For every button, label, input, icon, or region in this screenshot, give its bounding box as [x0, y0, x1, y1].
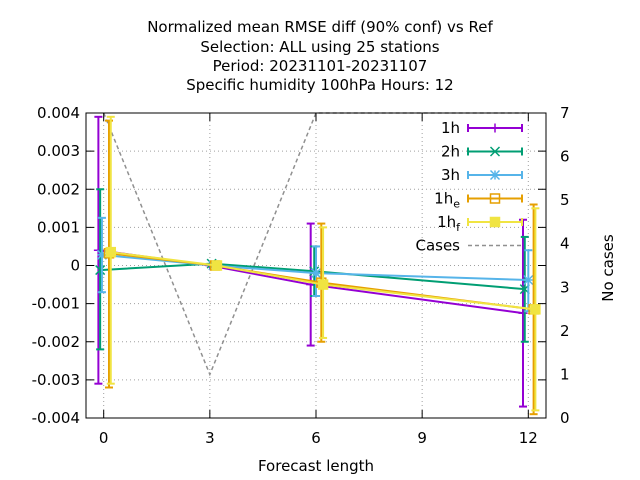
y-tick-label-4: 0 — [70, 257, 80, 275]
legend-label-5: Cases — [415, 237, 460, 255]
y2-tick-label-3: 3 — [560, 278, 570, 296]
y2-tick-label-7: 7 — [560, 104, 570, 122]
series-3 — [103, 119, 539, 416]
series-0 — [93, 115, 528, 408]
data-point-4-0 — [105, 246, 117, 258]
cases-line — [102, 112, 529, 377]
x-axis-ticks: 0 3 6 9 12 — [99, 113, 538, 447]
y2-tick-label-2: 2 — [560, 322, 570, 340]
title-line-1: Normalized mean RMSE diff (90% conf) vs … — [147, 18, 493, 36]
legend-label-1: 2h — [441, 143, 460, 161]
y2-axis-label: No cases — [599, 234, 617, 302]
legend-marker-3 — [489, 193, 501, 204]
data-point-0-3 — [518, 308, 528, 318]
y2-axis-ticks: 0 1 2 3 4 5 6 7 — [560, 104, 570, 427]
series-2 — [96, 216, 534, 313]
data-point-4-1 — [211, 260, 223, 271]
series-group — [93, 115, 541, 416]
data-point-4-2 — [317, 279, 329, 290]
legend-swatch-3 — [467, 193, 523, 204]
y-axis-ticks: 0.004 0.003 0.002 0.001 0 -0.001 -0.002 -0.003 -… — [32, 104, 546, 427]
legend-swatch-1 — [467, 146, 523, 157]
y2-tick-label-5: 5 — [560, 191, 570, 209]
legend-label-4: 1hf — [437, 213, 461, 234]
legend-swatch-4 — [467, 216, 523, 228]
legend-entry-1: 2h — [441, 143, 523, 161]
legend-marker-1 — [489, 146, 501, 157]
series-1 — [95, 188, 530, 351]
legend-label-0: 1h — [441, 119, 460, 137]
cases-series — [102, 112, 529, 377]
legend-label-2: 3h — [441, 166, 460, 184]
y-tick-label-3: 0.001 — [37, 218, 80, 236]
y2-tick-label-4: 4 — [560, 235, 570, 253]
series-4 — [105, 115, 541, 412]
series-line-2 — [101, 253, 529, 281]
chart-title: Normalized mean RMSE diff (90% conf) vs … — [147, 18, 493, 94]
x-tick-label-4: 12 — [519, 429, 538, 447]
title-line-2: Selection: ALL using 25 stations — [200, 38, 439, 56]
data-point-2-3 — [523, 274, 534, 286]
y2-tick-label-0: 0 — [560, 409, 570, 427]
x-tick-label-1: 3 — [205, 429, 215, 447]
y2-tick-label-1: 1 — [560, 365, 570, 383]
legend-entry-3: 1he — [434, 190, 523, 211]
series-line-4 — [110, 251, 536, 311]
legend-entry-2: 3h — [441, 166, 523, 184]
legend-swatch-0 — [467, 123, 523, 133]
data-point-4-3 — [530, 304, 541, 315]
title-line-4: Specific humidity 100hPa Hours: 12 — [186, 76, 453, 94]
y-tick-label-0: 0.004 — [37, 104, 80, 122]
x-tick-label-0: 0 — [99, 429, 109, 447]
y2-tick-label-6: 6 — [560, 148, 570, 166]
data-point-2-2 — [310, 268, 322, 279]
x-tick-label-2: 6 — [311, 429, 321, 447]
legend-entry-5: Cases — [415, 237, 522, 255]
y-tick-label-7: -0.003 — [32, 371, 80, 389]
legend-entry-0: 1h — [441, 119, 523, 137]
y-tick-label-8: -0.004 — [32, 409, 80, 427]
legend-swatch-2 — [467, 169, 523, 181]
x-tick-label-3: 9 — [417, 429, 427, 447]
legend-marker-2 — [489, 169, 501, 181]
y-tick-label-2: 0.002 — [37, 180, 80, 198]
legend-label-3: 1he — [434, 190, 460, 211]
series-line-1 — [100, 262, 525, 291]
data-point-1-0 — [95, 265, 106, 276]
x-axis-label: Forecast length — [258, 457, 374, 475]
legend-marker-0 — [490, 123, 500, 133]
y-tick-label-5: -0.001 — [32, 295, 80, 313]
legend-entry-4: 1hf — [437, 213, 523, 234]
y-tick-label-1: 0.003 — [37, 142, 80, 160]
y-tick-label-6: -0.002 — [32, 333, 80, 351]
legend-marker-4 — [489, 216, 501, 228]
title-line-3: Period: 20231101-20231107 — [213, 57, 428, 75]
